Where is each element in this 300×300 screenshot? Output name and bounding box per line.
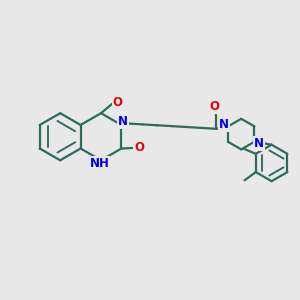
Text: N: N [118, 115, 128, 128]
Text: O: O [134, 141, 144, 154]
Text: N: N [219, 118, 229, 131]
Text: O: O [210, 100, 220, 113]
Text: O: O [112, 96, 122, 109]
Text: N: N [254, 137, 264, 150]
Text: NH: NH [90, 157, 110, 170]
